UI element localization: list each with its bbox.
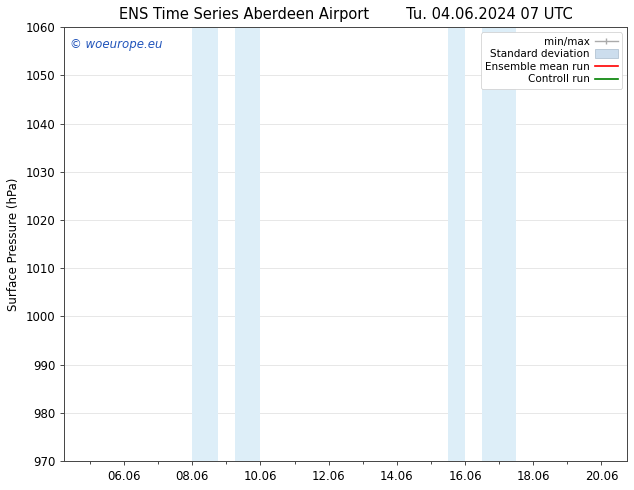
Bar xyxy=(448,27,465,461)
Bar xyxy=(235,27,261,461)
Y-axis label: Surface Pressure (hPa): Surface Pressure (hPa) xyxy=(7,177,20,311)
Title: ENS Time Series Aberdeen Airport        Tu. 04.06.2024 07 UTC: ENS Time Series Aberdeen Airport Tu. 04.… xyxy=(119,7,573,22)
Text: © woeurope.eu: © woeurope.eu xyxy=(70,38,162,51)
Bar xyxy=(192,27,217,461)
Legend: min/max, Standard deviation, Ensemble mean run, Controll run: min/max, Standard deviation, Ensemble me… xyxy=(481,32,622,89)
Bar xyxy=(482,27,516,461)
